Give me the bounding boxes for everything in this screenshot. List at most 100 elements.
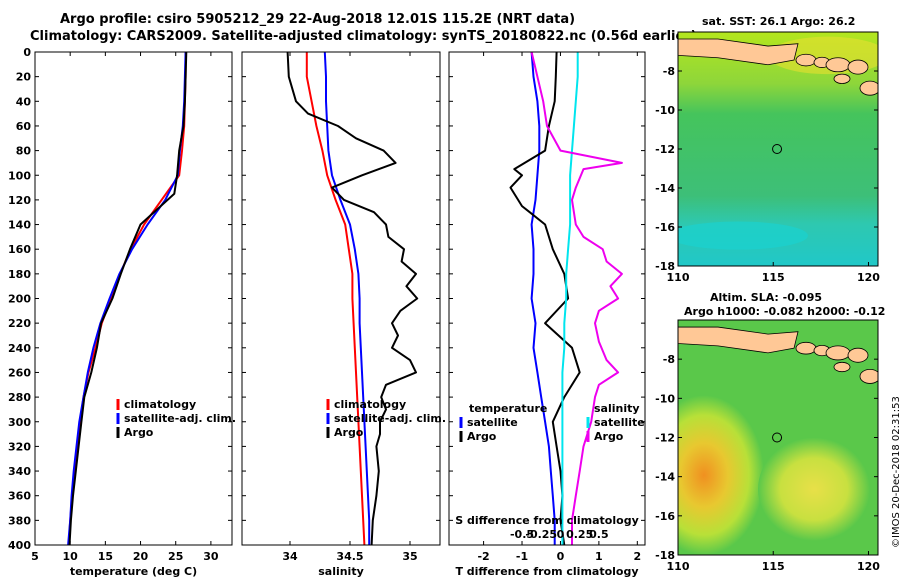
sst-cool-patch (678, 221, 808, 250)
y-tick-label: 300 (8, 416, 31, 429)
series-line-satellite-adj-clim- (67, 52, 187, 545)
map-y-tick-label: -10 (655, 104, 675, 117)
x-tick-label: -2 (477, 550, 489, 563)
y-tick-label: 220 (8, 317, 31, 330)
y-tick-label: 160 (8, 243, 31, 256)
land-island (795, 53, 817, 67)
map-y-tick-label: -16 (655, 221, 675, 234)
figure-subtitle: Climatology: CARS2009. Satellite-adjuste… (30, 29, 697, 44)
y-tick-label: 260 (8, 366, 31, 379)
land-island (825, 57, 851, 73)
legend-salinity-item-1: Argo (594, 430, 624, 443)
legend-label-salinity-1: satellite-adj. clim. (334, 412, 446, 425)
x-axis-label: salinity (318, 565, 364, 578)
map-y-tick-label: -10 (655, 392, 675, 405)
plot-frame (34, 51, 233, 546)
y-tick-label: 140 (8, 219, 31, 232)
series-line-s-argo (530, 52, 623, 545)
land-island (795, 341, 817, 355)
map-y-tick-label: -14 (655, 182, 675, 195)
x-tick-label: 15 (98, 550, 113, 563)
x-tick-label: 20 (133, 550, 149, 563)
land-java (678, 326, 799, 354)
series-line-climatology (305, 52, 366, 545)
y-tick-label: 0 (23, 46, 31, 59)
x-tick-label: 34.5 (336, 550, 363, 563)
s-tick-label: 0.5 (589, 528, 609, 541)
x-tick-label: 25 (168, 550, 183, 563)
map-y-tick-label: -8 (663, 65, 675, 78)
y-tick-label: 280 (8, 391, 31, 404)
map-x-tick-label: 115 (762, 560, 785, 573)
panel-salinity: 34 34.5 35 salinity (241, 51, 441, 578)
plot-frame (241, 51, 441, 546)
map-x-tick-label: 120 (857, 560, 880, 573)
land-island (833, 73, 851, 84)
x-tick-label: 34 (282, 550, 298, 563)
legend-label-salinity-2: Argo (334, 426, 364, 439)
legend-label-temperature-1: satellite-adj. clim. (124, 412, 236, 425)
argo-location-marker (772, 432, 783, 443)
land-island (825, 345, 851, 361)
land-island (859, 80, 878, 96)
y-tick-label: 120 (8, 194, 31, 207)
sla-high-patch (678, 395, 764, 555)
y-tick-label: 180 (8, 268, 31, 281)
land-java (678, 38, 799, 66)
series-line-t-argo (509, 52, 581, 545)
sla-map-subtitle: Argo h1000: -0.082 h2000: -0.12 (684, 305, 886, 318)
legend-temperature-title: temperature (469, 402, 547, 415)
legend-salinity-item-0: satellite (594, 416, 645, 429)
legend-label-temperature-2: Argo (124, 426, 154, 439)
map-x-tick-label: 110 (667, 271, 690, 284)
y-tick-label: 400 (8, 539, 31, 552)
legend-temperature-item-1: Argo (467, 430, 497, 443)
panel-difference: -2 -1 0 1 2 T difference from climatology (448, 51, 646, 578)
x-tick-label: 5 (31, 550, 39, 563)
map-x-tick-label: 115 (762, 271, 785, 284)
y-tick-label: 80 (16, 145, 32, 158)
x-tick-label: 1 (595, 550, 603, 563)
y-tick-label: 40 (16, 95, 32, 108)
x-axis-label: temperature (deg C) (70, 565, 197, 578)
legend-temperature-item-0: satellite (467, 416, 518, 429)
y-tick-label: 60 (16, 120, 32, 133)
y-tick-label: 200 (8, 293, 31, 306)
x-tick-label: 35 (402, 550, 417, 563)
series-line-argo (68, 52, 188, 545)
map-y-tick-label: -18 (655, 260, 675, 273)
legend-label-temperature-0: climatology (124, 398, 196, 411)
y-tick-label: 100 (8, 169, 31, 182)
y-tick-label: 340 (8, 465, 31, 478)
y-tick-label: 380 (8, 514, 31, 527)
map-y-tick-label: -12 (655, 143, 675, 156)
series-line-climatology (67, 52, 187, 545)
series-line-argo (286, 52, 419, 545)
s-tick-label: 0.25 (566, 528, 593, 541)
legend-label-salinity-0: climatology (334, 398, 406, 411)
map-y-tick-label: -12 (655, 432, 675, 445)
sst-map-title: sat. SST: 26.1 Argo: 26.2 (702, 15, 856, 28)
series-line-s-satellite (561, 52, 579, 545)
map-y-tick-label: -16 (655, 510, 675, 523)
legend-salinity-title: salinity (594, 402, 640, 415)
land-island (847, 347, 869, 363)
s-tick-label: -0.25 (525, 528, 557, 541)
land-island (833, 361, 851, 373)
x-tick-label: 0 (557, 550, 565, 563)
map-y-tick-label: -14 (655, 471, 675, 484)
map-y-tick-label: -8 (663, 353, 675, 366)
x-tick-label: 2 (633, 550, 641, 563)
x-tick-label: 30 (203, 550, 219, 563)
y-tick-label: 360 (8, 490, 31, 503)
map-field (678, 320, 878, 555)
sla-high-patch-2 (758, 437, 870, 541)
x-tick-label: -1 (516, 550, 528, 563)
s-tick-label: -0.5 (510, 528, 534, 541)
argo-location-marker (772, 144, 783, 154)
x-axis-label: T difference from climatology (455, 565, 638, 578)
map-x-tick-label: 110 (667, 560, 690, 573)
sla-map-title: Altim. SLA: -0.095 (710, 291, 823, 304)
